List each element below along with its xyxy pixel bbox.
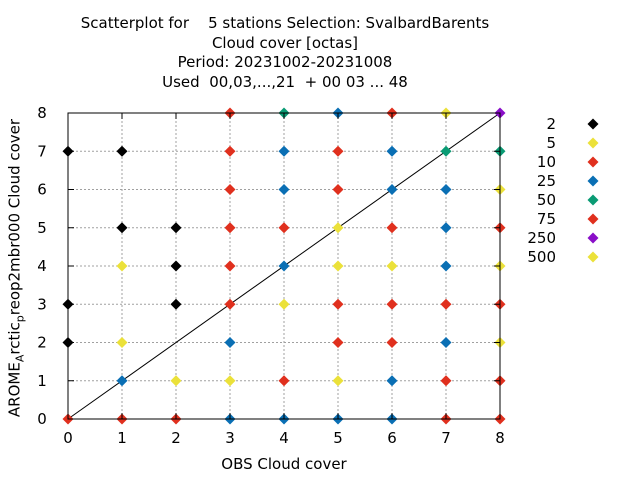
legend-marker	[587, 213, 599, 225]
data-point	[224, 222, 236, 234]
legend-label: 5	[546, 134, 556, 152]
data-point	[332, 375, 344, 387]
data-point	[332, 145, 344, 157]
data-point	[332, 260, 344, 272]
data-point	[170, 375, 182, 387]
data-point	[440, 184, 452, 195]
data-point	[278, 145, 290, 157]
x-tick-label: 1	[117, 429, 127, 447]
legend-marker	[587, 232, 599, 244]
legend-marker	[587, 194, 599, 206]
data-point	[116, 337, 128, 348]
legend-label: 10	[537, 153, 556, 171]
y-tick-label: 8	[37, 104, 47, 122]
legend-label: 75	[537, 210, 556, 228]
data-point	[278, 184, 290, 195]
legend-marker	[587, 175, 599, 187]
legend-marker	[587, 118, 599, 130]
data-point	[224, 184, 236, 195]
data-point	[116, 222, 128, 234]
y-tick-label: 3	[37, 295, 47, 313]
data-point	[224, 145, 236, 157]
x-tick-label: 7	[441, 429, 451, 447]
data-point	[224, 298, 236, 310]
y-tick-label: 4	[37, 257, 47, 275]
data-point	[170, 260, 182, 272]
y-tick-label: 2	[37, 334, 47, 352]
data-point	[386, 145, 398, 157]
data-point	[332, 337, 344, 348]
data-point	[224, 375, 236, 387]
x-tick-label: 2	[171, 429, 181, 447]
data-point	[386, 298, 398, 310]
y-tick-label: 6	[37, 181, 47, 199]
x-tick-label: 8	[495, 429, 505, 447]
data-point	[332, 184, 344, 195]
y-tick-label: 0	[37, 410, 47, 428]
data-point	[440, 337, 452, 348]
legend-label: 50	[537, 191, 556, 209]
legend-label: 250	[527, 229, 556, 247]
data-point	[386, 337, 398, 348]
x-tick-label: 0	[63, 429, 73, 447]
data-point	[440, 298, 452, 310]
y-axis-label: AROMEArcticpreop2mbr000 Cloud cover	[5, 118, 27, 418]
data-point	[170, 298, 182, 310]
data-point	[278, 375, 290, 387]
legend-label: 2	[546, 115, 556, 133]
title-line-2: Cloud cover [octas]	[211, 33, 359, 52]
x-axis-label: OBS Cloud cover	[221, 455, 347, 473]
data-point	[386, 260, 398, 272]
title-line-4: Used 00,03,...,21 + 00 03 ... 48	[162, 72, 408, 91]
data-point	[278, 260, 290, 272]
x-tick-label: 4	[279, 429, 289, 447]
data-point	[116, 145, 128, 157]
plot-frame	[67, 112, 501, 420]
title-line-1: Scatterplot for 5 stations Selection: Sv…	[80, 14, 490, 32]
tick-labels: 0 1 2 3 4 5 6 7 8 0 1 2 3 4 5 6 7 8	[37, 104, 505, 447]
data-point	[440, 260, 452, 272]
data-point	[116, 375, 128, 387]
data-point	[116, 260, 128, 272]
data-point	[440, 145, 452, 157]
data-point	[386, 222, 398, 234]
data-point	[170, 222, 182, 234]
title-line-3: Period: 20231002-20231008	[177, 53, 393, 71]
data-point	[332, 298, 344, 310]
data-point	[278, 298, 290, 310]
x-tick-label: 6	[387, 429, 397, 447]
data-point	[224, 260, 236, 272]
data-point	[386, 184, 398, 195]
data-point	[440, 222, 452, 234]
data-point	[440, 375, 452, 387]
x-tick-label: 3	[225, 429, 235, 447]
data-point	[386, 375, 398, 387]
data-point	[224, 337, 236, 348]
legend-label: 25	[537, 172, 556, 190]
legend-marker	[587, 137, 599, 149]
x-tick-label: 5	[333, 429, 343, 447]
y-tick-label: 5	[37, 219, 47, 237]
legend-marker	[587, 156, 599, 168]
legend-marker	[587, 251, 599, 263]
y-tick-label: 7	[37, 142, 47, 160]
legend-label: 500	[527, 248, 556, 266]
chart-title: Scatterplot for 5 stations Selection: Sv…	[0, 14, 570, 92]
data-point	[278, 222, 290, 234]
data-point	[332, 222, 344, 234]
y-tick-label: 1	[37, 372, 47, 390]
